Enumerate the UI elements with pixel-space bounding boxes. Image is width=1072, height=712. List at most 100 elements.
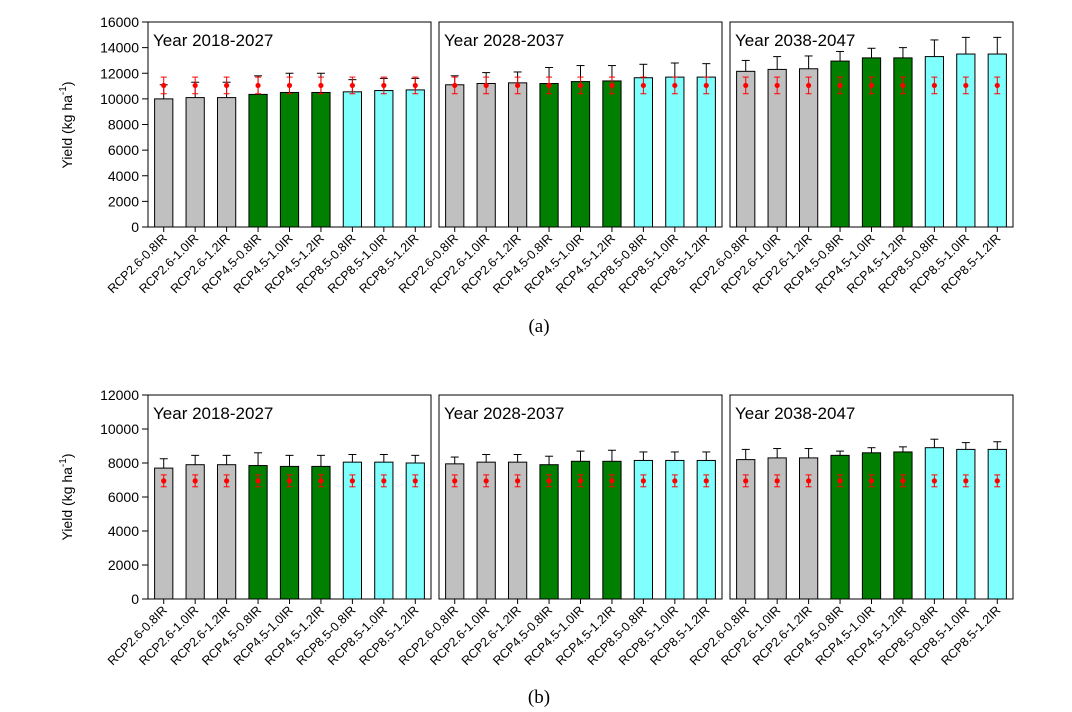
panel-2: Year 2028-2037RCP2.6-0.8IRRCP2.6-1.0IRRC… [396,21,723,296]
observed-point [837,478,843,484]
observed-point [963,82,969,89]
panel-title: Year 2028-2037 [444,31,564,50]
observed-point [837,82,843,89]
bar [602,80,622,228]
observed-point [900,478,906,484]
observed-point [640,82,646,89]
observed-point [255,82,261,89]
y-tick-label: 12000 [100,65,139,81]
observed-point [318,82,324,89]
bar [185,97,205,228]
observed-point [286,478,293,484]
observed-point [255,478,261,484]
observed-point [546,82,552,89]
panel-3: Year 2038-2047RCP2.6-0.8IRRCP2.6-1.0IRRC… [687,394,1014,668]
observed-point [381,82,387,89]
observed-point [577,82,584,89]
panel-title: Year 2038-2047 [735,31,855,50]
bar [342,91,363,228]
observed-point [161,82,167,89]
observed-point [994,82,1000,89]
observed-point [192,478,198,484]
y-tick-label: 4000 [108,168,139,184]
y-axis-label-text: Yield (kg ha [59,467,75,541]
observed-point [224,82,230,89]
observed-point [900,82,906,89]
observed-point [609,478,615,484]
bar [924,447,945,600]
observed-point [515,478,521,484]
observed-point [483,478,489,484]
observed-point [412,478,418,484]
observed-point [286,82,293,89]
y-axis-label-superscript: -1 [58,86,69,95]
bar [570,81,591,228]
observed-point [868,82,875,89]
observed-point [640,478,646,484]
observed-point [192,82,198,89]
bar [216,97,237,228]
observed-point [806,478,812,484]
panel-2: Year 2028-2037RCP2.6-0.8IRRCP2.6-1.0IRRC… [396,394,723,668]
bar [405,89,425,228]
y-axis-label-text: Yield (kg ha [59,95,75,169]
observed-point [161,478,167,484]
y-axis-label: Yield (kg ha-1) [58,454,75,541]
observed-point [546,478,552,484]
panel-1: Year 2018-2027RCP2.6-0.8IRRCP2.6-1.0IRRC… [105,21,432,296]
panel-title: Year 2018-2027 [153,404,273,423]
observed-point [452,82,458,89]
y-tick-label: 6000 [108,142,139,158]
y-axis-label-close: ) [59,82,75,87]
caption-a: (a) [528,316,549,337]
y-axis-label-superscript: -1 [58,458,69,467]
observed-point [412,82,418,89]
panel-1: Year 2018-2027RCP2.6-0.8IRRCP2.6-1.0IRRC… [105,394,432,668]
y-tick-label: 8000 [108,117,139,133]
panel-title: Year 2028-2037 [444,404,564,423]
bar [633,77,654,228]
observed-point [963,478,969,484]
bar [956,448,976,600]
y-tick-label: 0 [131,591,139,607]
y-tick-label: 2000 [108,557,139,573]
observed-point [672,82,678,89]
observed-point [381,478,387,484]
panel-title: Year 2018-2027 [153,31,273,50]
observed-point [806,82,812,89]
observed-point [515,82,521,89]
y-tick-label: 16000 [100,14,139,30]
observed-point [609,82,615,89]
chart-a-yield-irrigated: 0 2000 4000 6000 8000 10000 12000 14000 16000 Yie… [58,14,1014,296]
bar [736,70,756,228]
y-tick-label: 4000 [108,523,139,539]
bar [154,98,174,228]
bar [279,91,300,228]
observed-point [743,478,749,484]
observed-point [743,82,749,89]
bar [476,83,496,228]
caption-b: (b) [528,687,550,708]
bar [445,84,465,228]
panel-3: Year 2038-2047RCP2.6-0.8IRRCP2.6-1.0IRRC… [687,21,1014,296]
y-tick-label: 0 [131,219,139,235]
observed-point [774,478,780,484]
observed-point [483,82,489,89]
observed-point [452,478,458,484]
y-tick-label: 8000 [108,455,139,471]
bar [696,76,716,228]
y-tick-label: 14000 [100,40,139,56]
observed-point [318,478,324,484]
observed-point [224,478,230,484]
bar [665,76,685,228]
bar [374,90,394,228]
bar [987,448,1007,600]
observed-point [868,478,875,484]
bar [507,82,528,228]
bar [311,91,331,228]
observed-point [577,478,584,484]
observed-point [703,478,709,484]
observed-point [703,82,709,89]
y-tick-label: 10000 [100,421,139,437]
